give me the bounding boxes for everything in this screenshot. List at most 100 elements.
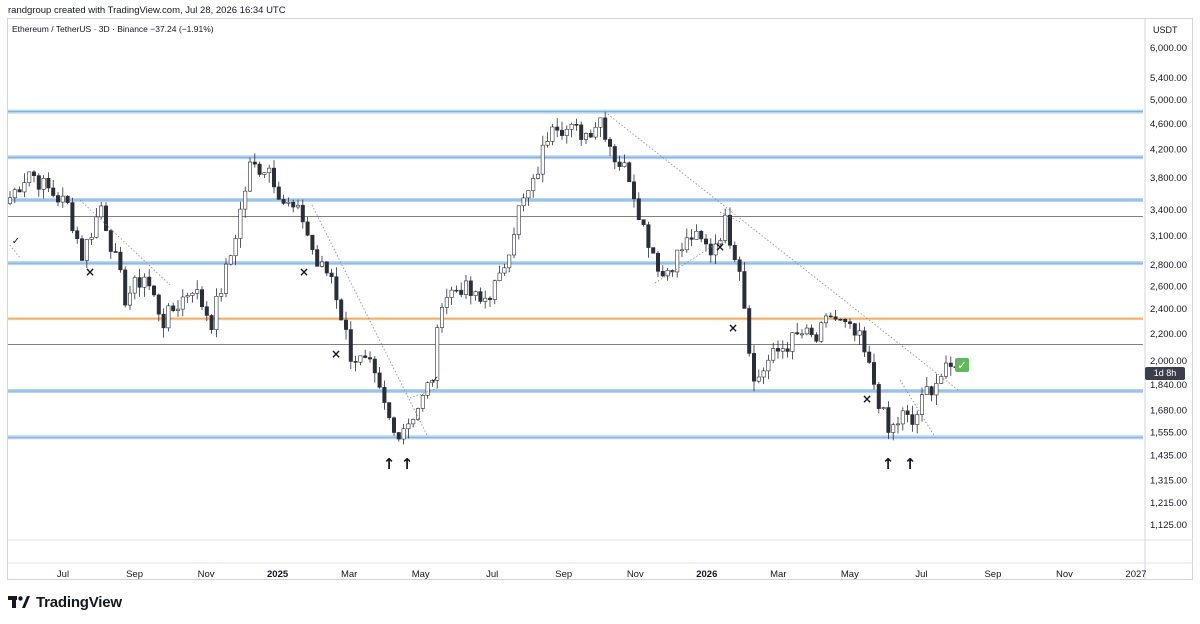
candle-body: [617, 161, 622, 167]
candle-body: [123, 269, 128, 306]
candle-body: [305, 221, 310, 236]
up-arrow-marker: ↑: [383, 455, 396, 473]
candle-body: [703, 238, 708, 245]
candle-body: [430, 380, 435, 383]
candle-body: [550, 126, 555, 142]
candle-body: [358, 355, 363, 363]
candle-body: [579, 124, 584, 140]
time-tick-label: Sep: [126, 569, 143, 580]
time-tick-label: May: [412, 569, 430, 580]
candle-body: [89, 237, 94, 240]
candle-body: [775, 348, 780, 352]
candle-body: [348, 329, 353, 362]
candle-body: [224, 263, 229, 294]
candle-body: [795, 332, 800, 335]
candle-body: [339, 299, 344, 321]
candle-body: [612, 146, 617, 163]
green-check-box: [955, 358, 969, 372]
time-tick-label: Jul: [57, 569, 69, 580]
candle-body: [248, 161, 253, 192]
price-tick-label: 6,000.00: [1150, 43, 1187, 54]
time-tick-label: Nov: [1056, 569, 1073, 580]
candle-body: [607, 139, 612, 147]
candle-body: [295, 204, 300, 208]
check-marker: ✓: [431, 375, 439, 386]
candle-body: [51, 187, 56, 196]
candle-body: [281, 198, 286, 204]
candle-body: [463, 280, 468, 295]
candle-body: [449, 289, 454, 298]
candle-body: [195, 289, 200, 294]
candle-body: [22, 182, 27, 193]
candle-body: [166, 305, 171, 329]
candle-body: [60, 195, 65, 203]
candle-body: [252, 161, 257, 165]
dotted-trendline: [311, 204, 429, 438]
candle-body: [564, 128, 569, 136]
candle-body: [809, 327, 814, 335]
candle-body: [128, 292, 133, 306]
tradingview-brand: TradingView: [8, 594, 122, 611]
tradingview-logo-icon: [8, 596, 30, 608]
candle-body: [137, 277, 142, 288]
candle-body: [176, 308, 181, 311]
candle-body: [161, 313, 166, 329]
time-tick-label: Mar: [770, 569, 786, 580]
candle-body: [780, 348, 785, 352]
candle-body: [915, 414, 920, 425]
time-tick-label: Nov: [627, 569, 644, 580]
candle-body: [886, 407, 891, 433]
candle-body: [300, 204, 305, 223]
time-tick-label: 2026: [696, 569, 717, 580]
price-tick-label: 4,600.00: [1150, 119, 1187, 130]
candle-body: [185, 295, 190, 298]
candle-body: [310, 234, 315, 250]
candle-body: [406, 423, 411, 430]
dotted-trendline: [654, 239, 723, 284]
candle-body: [828, 315, 833, 318]
candle-body: [871, 362, 876, 385]
candle-body: [790, 332, 795, 352]
candle-body: [233, 238, 238, 257]
candle-body: [8, 197, 13, 204]
candle-body: [415, 408, 420, 420]
time-tick-label: Nov: [198, 569, 215, 580]
candle-body: [99, 205, 104, 218]
candle-body: [559, 129, 564, 136]
price-tick-label: 3,400.00: [1150, 205, 1187, 216]
candle-body: [41, 178, 46, 190]
candle-body: [943, 362, 948, 377]
candle-body: [732, 244, 737, 261]
candle-body: [391, 417, 396, 433]
candle-body: [718, 240, 723, 245]
candle-body: [286, 201, 291, 204]
chart-frame: [7, 18, 1193, 580]
candle-body: [219, 293, 224, 297]
candle-body: [521, 197, 526, 207]
price-tick-label: 1,125.00: [1150, 520, 1187, 531]
candle-body: [857, 330, 862, 336]
candle-body: [492, 280, 497, 300]
candle-body: [156, 294, 161, 315]
candle-body: [569, 123, 574, 130]
candle-body: [271, 167, 276, 188]
candle-body: [823, 315, 828, 324]
candle-body: [439, 307, 444, 328]
candle-body: [699, 230, 704, 240]
time-tick-label: 2025: [267, 569, 289, 580]
candle-body: [94, 216, 99, 238]
candle-body: [910, 414, 915, 425]
candle-body: [377, 372, 382, 388]
candle-body: [900, 410, 905, 425]
candle-body: [425, 382, 430, 396]
green-check-marker: ✓: [957, 359, 966, 372]
symbol-legend[interactable]: Ethereum / TetherUS · 3D · Binance −37.2…: [12, 24, 214, 34]
candle-body: [502, 267, 507, 274]
price-tick-label: 2,600.00: [1150, 281, 1187, 292]
candle-body: [646, 224, 651, 248]
currency-label[interactable]: USDT: [1153, 25, 1178, 35]
candle-body: [507, 254, 512, 269]
candle-body: [478, 291, 483, 302]
candle-body: [238, 208, 243, 239]
